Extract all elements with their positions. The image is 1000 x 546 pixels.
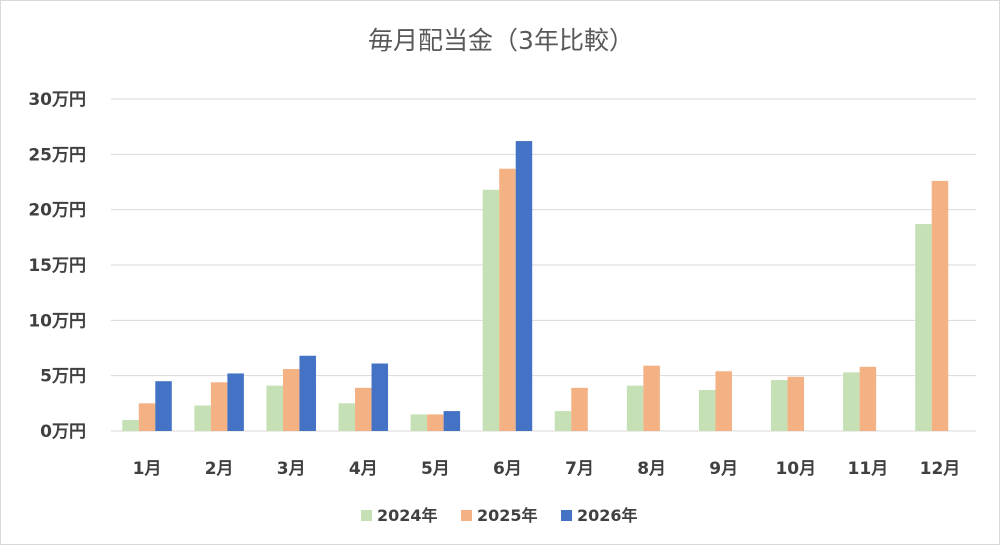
x-tick-label: 7月	[565, 459, 594, 479]
x-tick-label: 12月	[920, 459, 961, 479]
x-tick-label: 10月	[775, 459, 816, 479]
bar-2025年-6月	[499, 168, 516, 431]
legend: 2024年 2025年 2026年	[361, 506, 638, 525]
chart-title: 毎月配当金（3年比較）	[368, 26, 634, 55]
y-tick-label: 10万円	[28, 311, 86, 331]
legend-swatch	[561, 510, 572, 521]
bar-2026年-2月	[227, 373, 244, 431]
bar-2025年-3月	[282, 369, 300, 431]
legend-label: 2024年	[377, 506, 438, 525]
bar-2025年-12月	[931, 180, 949, 431]
bar-2025年-7月	[571, 387, 588, 431]
bar-2024年-11月	[843, 372, 860, 431]
bar-2024年-3月	[266, 385, 283, 431]
y-tick-label: 5万円	[40, 367, 86, 387]
bar-2024年-12月	[915, 224, 932, 431]
x-axis-ticks: 1月 2月 3月 4月 5月 6月 7月 8月 9月 10月 11月 12月	[133, 459, 961, 479]
x-tick-label: 8月	[637, 459, 666, 479]
bar-2025年-1月	[138, 403, 156, 431]
x-tick-label: 11月	[848, 459, 889, 479]
legend-swatch	[361, 510, 372, 521]
bar-2025年-11月	[859, 366, 877, 431]
bar-2026年-6月	[515, 141, 533, 431]
bar-2024年-7月	[554, 411, 572, 431]
y-tick-label: 25万円	[28, 145, 86, 165]
bar-2024年-9月	[698, 390, 716, 431]
bar-2024年-5月	[410, 414, 428, 431]
y-tick-label: 30万円	[28, 90, 86, 110]
bar-2025年-5月	[427, 414, 444, 431]
bar-2024年-1月	[122, 419, 139, 431]
bar-2024年-4月	[338, 403, 356, 431]
bars	[122, 141, 949, 431]
x-tick-label: 1月	[133, 459, 162, 479]
y-tick-label: 20万円	[28, 201, 86, 221]
legend-label: 2025年	[477, 506, 538, 525]
bar-2025年-4月	[355, 387, 372, 431]
gridlines	[111, 98, 976, 432]
bar-2024年-2月	[194, 405, 211, 431]
bar-2026年-1月	[155, 381, 172, 431]
y-axis-ticks: 0万円 5万円 10万円 15万円 20万円 25万円 30万円	[28, 90, 86, 442]
legend-label: 2026年	[577, 506, 638, 525]
bar-2024年-6月	[482, 189, 500, 431]
x-tick-label: 9月	[709, 459, 738, 479]
x-tick-label: 3月	[277, 459, 306, 479]
x-tick-label: 5月	[421, 459, 450, 479]
y-tick-label: 0万円	[40, 422, 86, 442]
bar-2024年-8月	[626, 385, 644, 431]
legend-swatch	[461, 510, 472, 521]
bar-2024年-10月	[771, 380, 788, 431]
bar-2025年-2月	[210, 382, 228, 431]
bar-2025年-8月	[643, 365, 660, 431]
bar-2026年-5月	[443, 411, 461, 431]
y-tick-label: 15万円	[28, 256, 86, 276]
x-tick-label: 4月	[349, 459, 378, 479]
bar-2025年-10月	[787, 376, 805, 431]
x-tick-label: 6月	[493, 459, 522, 479]
bar-2025年-9月	[715, 371, 732, 431]
bar-2026年-4月	[371, 363, 389, 431]
bar-2026年-3月	[299, 355, 316, 431]
x-tick-label: 2月	[205, 459, 234, 479]
